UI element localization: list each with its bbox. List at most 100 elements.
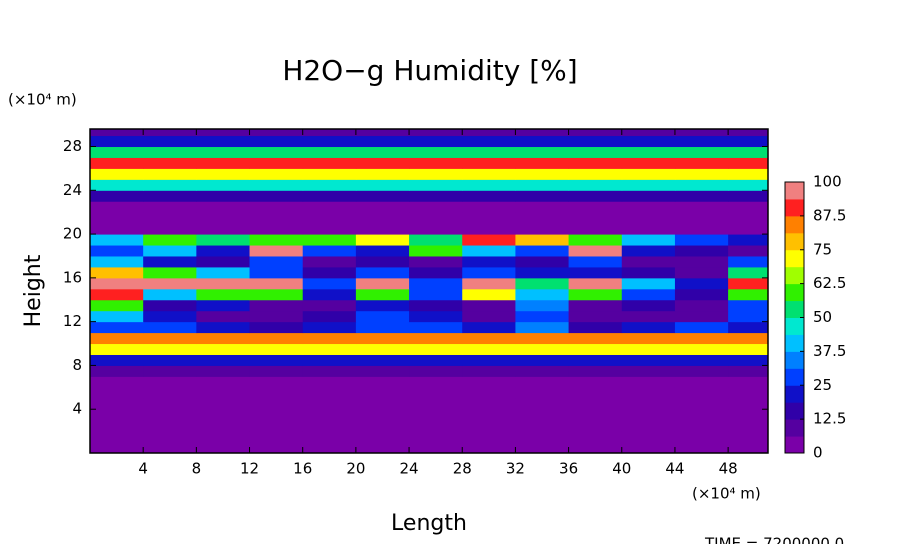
heat-cell bbox=[196, 332, 251, 345]
heat-cell bbox=[728, 343, 769, 355]
heat-cell bbox=[568, 299, 623, 312]
heat-cell bbox=[568, 376, 623, 388]
heat-cell bbox=[568, 332, 623, 345]
heat-cell bbox=[90, 277, 144, 290]
heat-cell bbox=[568, 310, 623, 323]
heat-cell bbox=[90, 376, 144, 388]
heat-cell bbox=[249, 190, 304, 202]
heat-cell bbox=[621, 135, 676, 148]
heat-cell bbox=[728, 398, 769, 410]
x-unit: (×10⁴ m) bbox=[692, 485, 761, 503]
heat-cell bbox=[90, 245, 144, 257]
heat-cell bbox=[355, 420, 410, 432]
heat-cell bbox=[409, 146, 463, 158]
heat-cell bbox=[409, 398, 463, 410]
heat-cell bbox=[90, 201, 144, 213]
heat-cell bbox=[621, 442, 676, 454]
heat-cell bbox=[515, 354, 570, 366]
heat-cell bbox=[515, 409, 570, 421]
heat-cell bbox=[728, 168, 769, 180]
heat-cell bbox=[568, 398, 623, 410]
heat-cell bbox=[462, 212, 516, 224]
x-axis-title: Length bbox=[391, 511, 467, 536]
heat-cell bbox=[728, 277, 769, 290]
heat-cell bbox=[409, 343, 463, 355]
heat-cell bbox=[249, 354, 304, 366]
heat-cell bbox=[302, 135, 357, 148]
heat-cell bbox=[728, 387, 769, 399]
heat-cell bbox=[568, 135, 623, 148]
heat-cell bbox=[355, 190, 410, 202]
heat-cell bbox=[196, 343, 251, 355]
heat-cell bbox=[728, 442, 769, 454]
heat-cell bbox=[143, 288, 197, 301]
colorbar-tick-label: 12.5 bbox=[813, 410, 846, 428]
heat-cell bbox=[728, 146, 769, 158]
heat-cell bbox=[302, 255, 357, 268]
heat-cell bbox=[143, 146, 197, 158]
x-tick-label: 8 bbox=[192, 460, 202, 478]
heat-cell bbox=[196, 129, 251, 137]
heat-cell bbox=[515, 190, 570, 202]
heat-cell bbox=[674, 223, 729, 235]
heat-cell bbox=[409, 310, 463, 323]
heat-cell bbox=[196, 277, 251, 290]
heat-cell bbox=[355, 245, 410, 257]
heat-cell bbox=[728, 420, 769, 432]
colorbar-swatch bbox=[785, 419, 804, 437]
heat-cell bbox=[462, 277, 516, 290]
heat-cell bbox=[90, 343, 144, 355]
heat-cell bbox=[143, 321, 197, 334]
heat-cell bbox=[621, 299, 676, 312]
heat-cell bbox=[568, 266, 623, 279]
heat-cell bbox=[515, 387, 570, 399]
heat-cell bbox=[249, 321, 304, 334]
heat-cell bbox=[568, 354, 623, 366]
heat-cell bbox=[515, 365, 570, 377]
colorbar-swatch bbox=[785, 215, 804, 234]
y-tick-label: 4 bbox=[72, 400, 82, 418]
heat-cell bbox=[196, 223, 251, 235]
heat-cell bbox=[249, 310, 304, 323]
heat-cell bbox=[515, 321, 570, 334]
heat-cell bbox=[90, 179, 144, 191]
heat-cell bbox=[515, 420, 570, 432]
heat-cell bbox=[728, 310, 769, 323]
heat-cell bbox=[674, 420, 729, 432]
heat-cell bbox=[355, 135, 410, 148]
heat-cell bbox=[355, 442, 410, 454]
x-tick-label: 44 bbox=[665, 460, 684, 478]
heat-cell bbox=[462, 255, 516, 268]
heat-cell bbox=[249, 387, 304, 399]
heat-cell bbox=[515, 376, 570, 388]
heat-cell bbox=[196, 255, 251, 268]
heat-cell bbox=[249, 431, 304, 443]
heat-cell bbox=[621, 398, 676, 410]
heat-cell bbox=[90, 310, 144, 323]
heat-cell bbox=[143, 135, 197, 148]
heat-cell bbox=[355, 179, 410, 191]
heat-cell bbox=[355, 129, 410, 137]
heat-cell bbox=[355, 332, 410, 345]
heat-cell bbox=[462, 135, 516, 148]
heat-cell bbox=[143, 365, 197, 377]
heat-cell bbox=[409, 157, 463, 169]
colorbar-swatch bbox=[785, 182, 804, 200]
heat-cell bbox=[249, 245, 304, 257]
heat-cell bbox=[409, 288, 463, 301]
heat-cell bbox=[302, 234, 357, 246]
heat-cell bbox=[462, 157, 516, 169]
heat-cell bbox=[302, 387, 357, 399]
heat-cell bbox=[568, 387, 623, 399]
heat-cell bbox=[249, 332, 304, 345]
heat-cell bbox=[728, 129, 769, 137]
heat-cell bbox=[196, 442, 251, 454]
heat-cell bbox=[409, 234, 463, 246]
x-tick-label: 16 bbox=[293, 460, 312, 478]
heat-cell bbox=[196, 365, 251, 377]
heat-cell bbox=[568, 431, 623, 443]
heat-cell bbox=[249, 365, 304, 377]
heat-cell bbox=[196, 387, 251, 399]
heat-cell bbox=[302, 442, 357, 454]
